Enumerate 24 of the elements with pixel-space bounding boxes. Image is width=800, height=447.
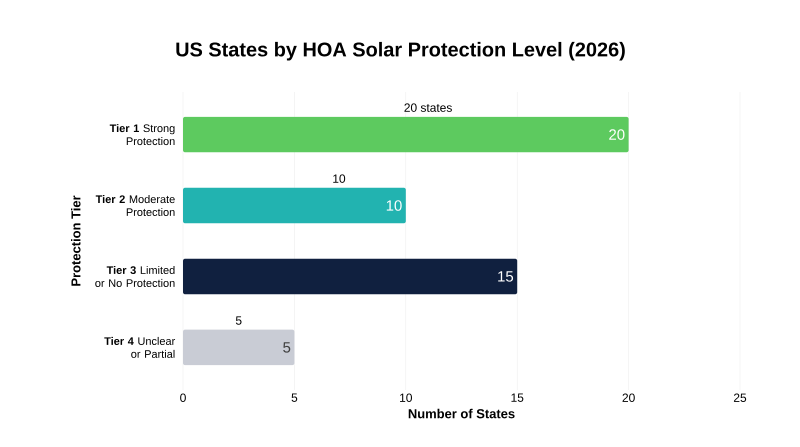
chart-title: US States by HOA Solar Protection Level (2026) (176, 42, 625, 60)
y-tick-label: Tier 3 Limited or No Protection (95, 266, 175, 287)
bar (183, 258, 518, 294)
data-label: 10 (386, 200, 402, 211)
x-tick-label: 20 (622, 394, 635, 402)
x-tick-label: 5 (292, 394, 298, 402)
bar (183, 188, 406, 224)
data-label: 20 (609, 129, 624, 140)
y-tick-label: Tier 4 Unclear or Partial (104, 336, 176, 358)
annotation: 20 states (404, 103, 452, 112)
x-tick-label: 15 (511, 394, 524, 402)
x-tick-label: 0 (180, 394, 186, 402)
x-tick-label: 10 (400, 394, 412, 402)
y-tick-label: Tier 2 Moderate Protection (96, 195, 175, 216)
data-label: 5 (283, 342, 290, 353)
x-axis-title: Number of States (408, 408, 515, 418)
bar (183, 330, 294, 366)
y-tick-label: Tier 1 Strong Protection (110, 124, 175, 146)
x-tick-label: 25 (734, 394, 746, 402)
bar (183, 116, 629, 152)
data-label: 15 (498, 271, 514, 282)
y-axis-title: Protection Tier (71, 196, 81, 286)
annotation: 10 (333, 174, 346, 183)
annotation: 5 (236, 316, 242, 325)
